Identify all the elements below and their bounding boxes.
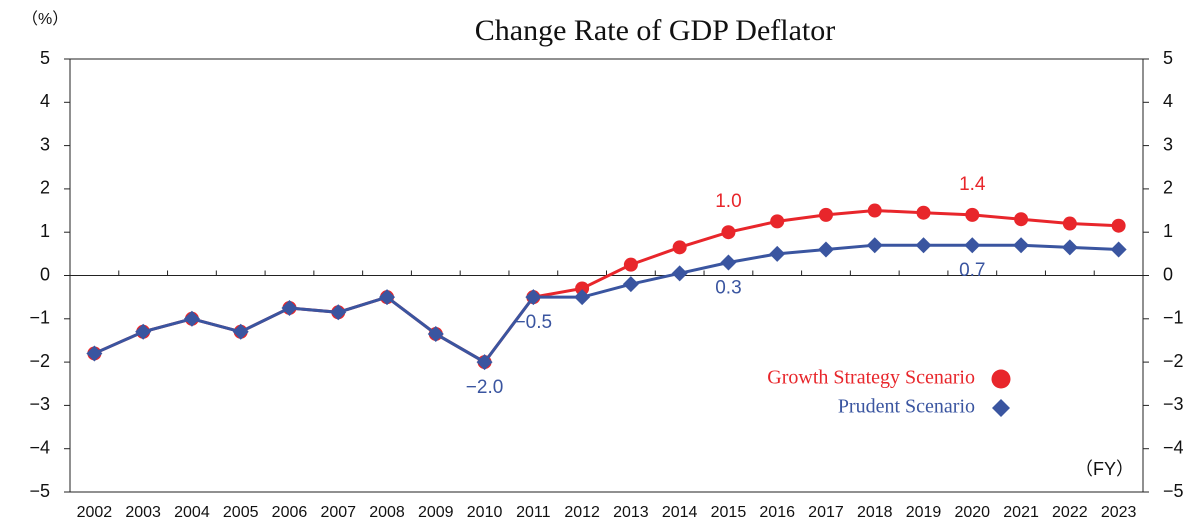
x-tick-label: 2005	[223, 504, 259, 521]
data-point	[867, 203, 882, 218]
x-tick-label: 2016	[759, 504, 795, 521]
x-tick-label: 2004	[174, 504, 210, 521]
x-tick-label: 2006	[272, 504, 308, 521]
data-point	[1110, 241, 1127, 258]
y-tick-label: 1	[40, 221, 50, 241]
legend-label: Prudent Scenario	[838, 396, 975, 418]
x-tick-label: 2018	[857, 504, 893, 521]
data-label: 0.3	[715, 278, 741, 299]
data-label: 1.0	[715, 191, 741, 212]
y2-tick-label: 2	[1163, 178, 1173, 198]
data-label: −0.5	[515, 312, 553, 333]
x-tick-label: 2007	[320, 504, 356, 521]
x-tick-label: 2002	[77, 504, 113, 521]
data-point	[281, 299, 298, 316]
data-point	[769, 245, 786, 262]
x-tick-label: 2015	[711, 504, 747, 521]
data-point	[1013, 237, 1030, 254]
data-point	[1111, 218, 1126, 233]
data-point	[476, 354, 493, 371]
x-tick-label: 2023	[1101, 504, 1137, 521]
x-tick-label: 2008	[369, 504, 405, 521]
x-tick-label: 2021	[1003, 504, 1039, 521]
y-tick-label: −1	[29, 308, 50, 328]
y-tick-label: −4	[29, 437, 50, 457]
legend-label: Growth Strategy Scenario	[767, 367, 975, 389]
y-tick-label: 2	[40, 178, 50, 198]
legend-marker	[991, 369, 1011, 389]
data-point	[183, 310, 200, 327]
data-point	[672, 240, 687, 255]
y2-tick-label: 4	[1163, 91, 1173, 111]
y-unit-label: （%）	[22, 10, 68, 28]
y2-tick-label: 0	[1163, 264, 1173, 284]
data-point	[86, 345, 103, 362]
data-point	[964, 237, 981, 254]
data-label: 0.7	[959, 260, 985, 281]
data-point	[965, 207, 980, 222]
data-point	[575, 281, 590, 296]
y2-tick-label: −1	[1163, 308, 1184, 328]
y-tick-label: 5	[40, 48, 50, 68]
data-point	[818, 207, 833, 222]
data-point	[720, 254, 737, 271]
y-tick-label: −3	[29, 394, 50, 414]
data-point	[817, 241, 834, 258]
y2-tick-label: −5	[1163, 481, 1184, 501]
data-point	[623, 257, 638, 272]
data-point	[622, 276, 639, 293]
data-point	[379, 289, 396, 306]
x-tick-label: 2012	[564, 504, 600, 521]
x-tick-label: 2019	[906, 504, 942, 521]
data-point	[135, 323, 152, 340]
data-point	[915, 237, 932, 254]
data-point	[330, 304, 347, 321]
data-point	[1061, 239, 1078, 256]
x-tick-label: 2009	[418, 504, 454, 521]
data-point	[525, 289, 542, 306]
x-tick-label: 2011	[516, 504, 551, 521]
y2-tick-label: 5	[1163, 48, 1173, 68]
series-line	[93, 209, 1119, 365]
y2-tick-label: −2	[1163, 351, 1184, 371]
x-tick-label: 2013	[613, 504, 649, 521]
data-point	[1014, 212, 1029, 227]
y2-tick-label: −4	[1163, 437, 1184, 457]
data-point	[427, 325, 444, 342]
x-tick-label: 2022	[1052, 504, 1088, 521]
y2-tick-label: 3	[1163, 134, 1173, 154]
data-point	[770, 214, 785, 229]
y-tick-label: −2	[29, 351, 50, 371]
y2-tick-label: 1	[1163, 221, 1173, 241]
series-line	[93, 243, 1119, 365]
data-point	[721, 225, 736, 240]
x-tick-label: 2014	[662, 504, 698, 521]
x-tick-label: 2003	[125, 504, 161, 521]
data-point	[232, 323, 249, 340]
data-point	[671, 265, 688, 282]
x-unit-label: （FY）	[1075, 459, 1134, 479]
y-tick-label: 0	[40, 264, 50, 284]
chart-title: Change Rate of GDP Deflator	[475, 14, 835, 47]
x-tick-label: 2020	[954, 504, 990, 521]
y-tick-label: 3	[40, 134, 50, 154]
x-tick-label: 2017	[808, 504, 844, 521]
data-point	[574, 289, 591, 306]
x-tick-label: 2010	[467, 504, 503, 521]
y-tick-label: −5	[29, 481, 50, 501]
data-point	[1062, 216, 1077, 231]
data-point	[916, 205, 931, 220]
y2-tick-label: −3	[1163, 394, 1184, 414]
data-point	[866, 237, 883, 254]
data-label: −2.0	[466, 377, 504, 398]
y-tick-label: 4	[40, 91, 50, 111]
data-label: 1.4	[959, 174, 986, 195]
legend-marker	[992, 399, 1010, 417]
